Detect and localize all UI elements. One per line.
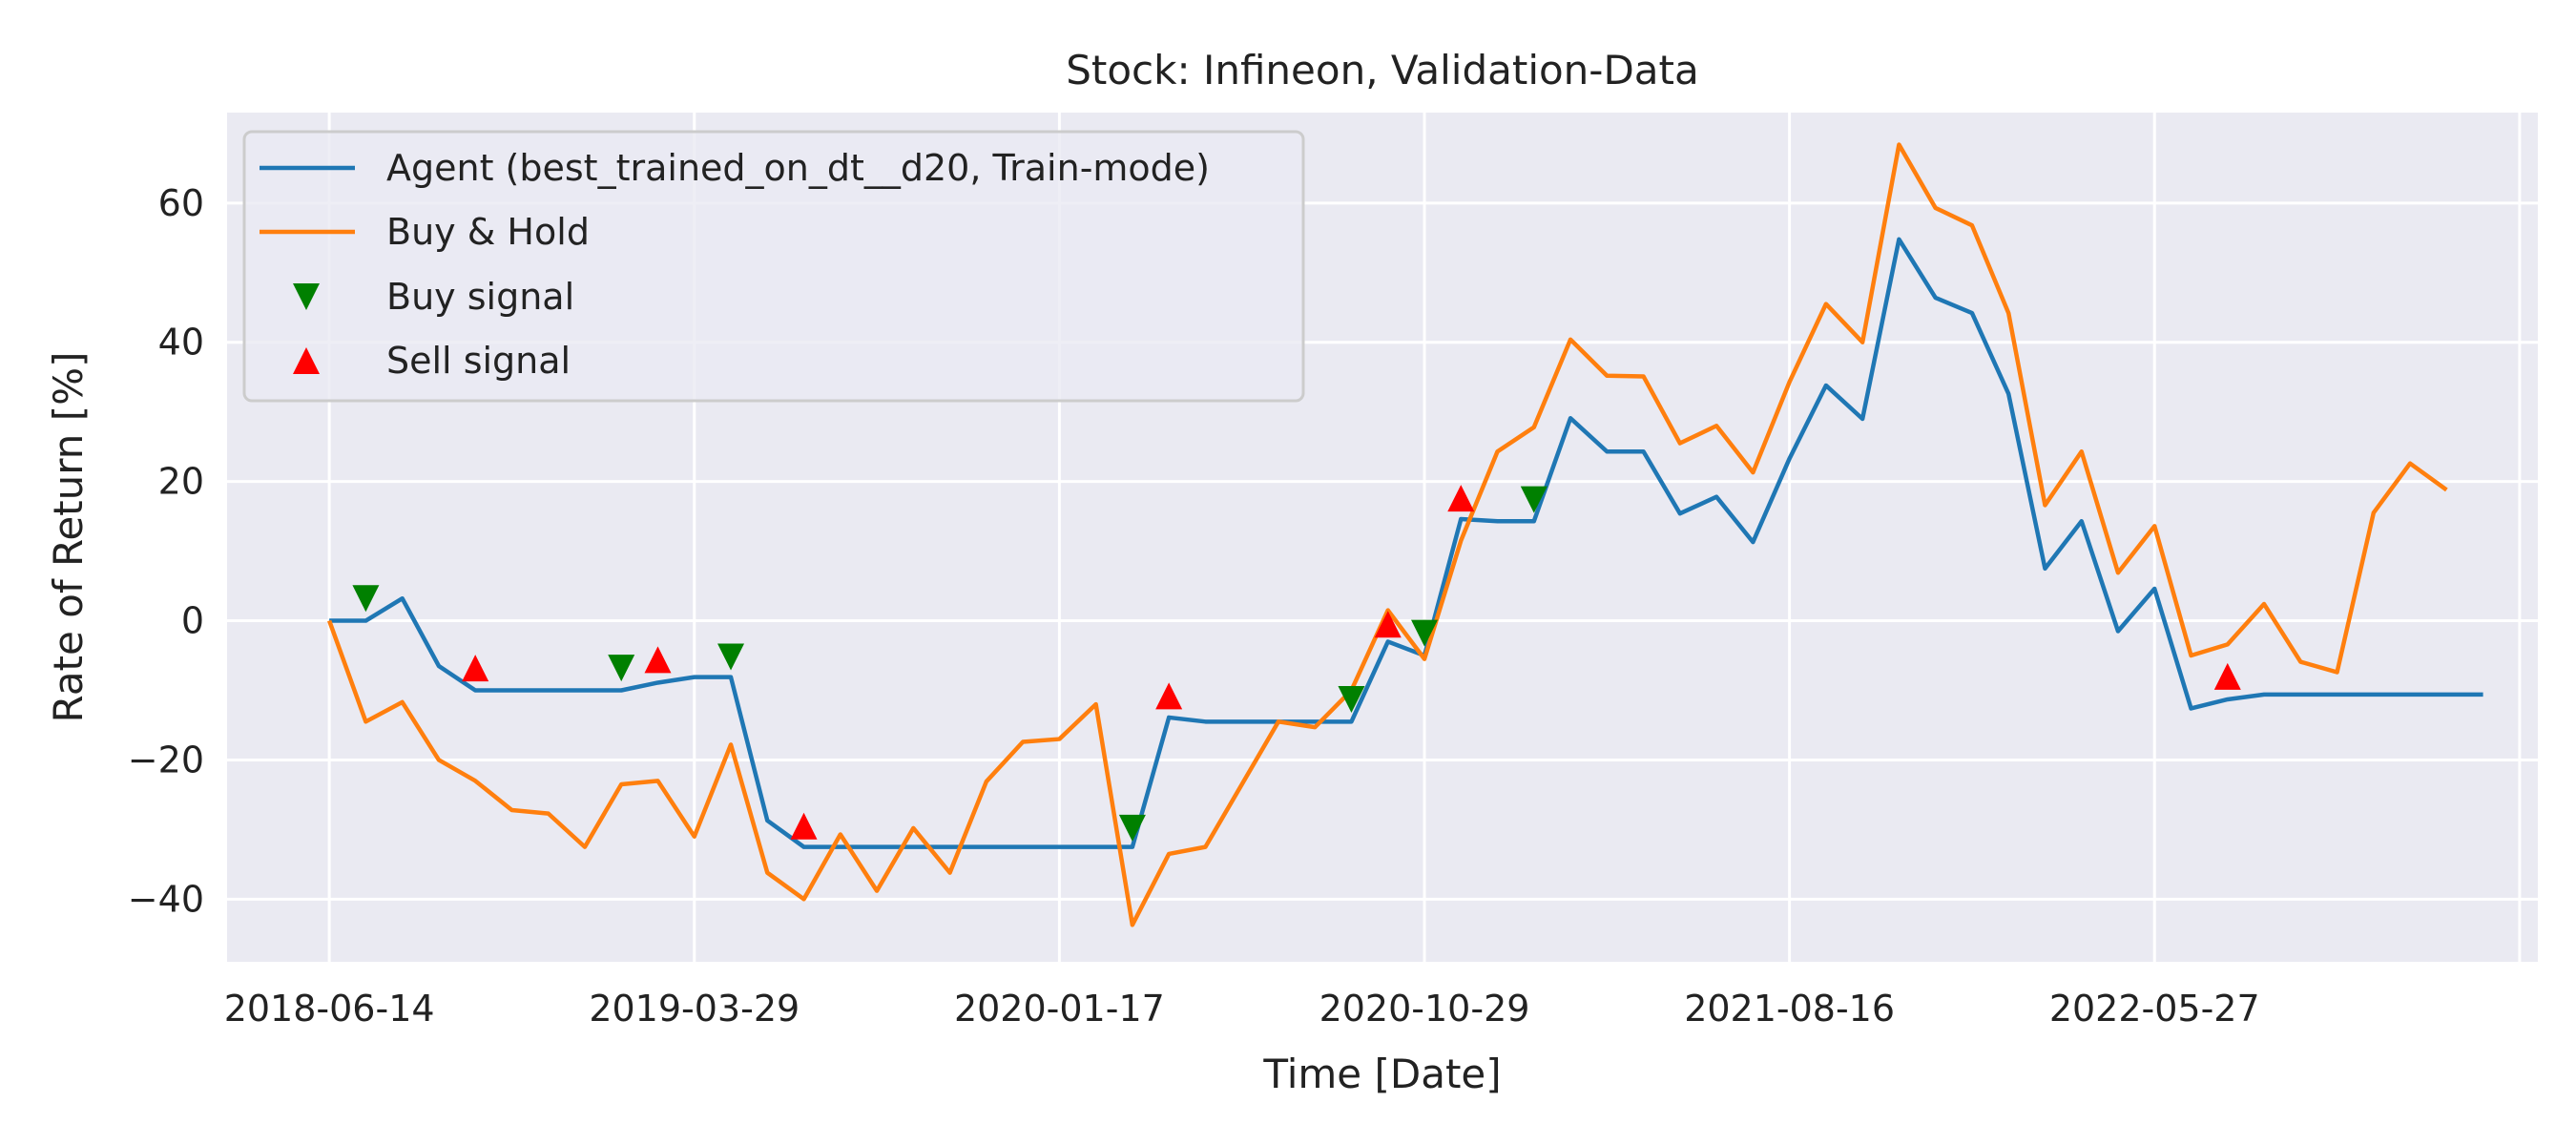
series-line-buyhold: [327, 142, 2448, 927]
x-tick-label-3: 2020-10-29: [1319, 988, 1530, 1030]
legend: Agent (best_trained_on_dt__d20, Train-mo…: [242, 130, 1305, 403]
y-tick-label-2: 0: [181, 600, 204, 642]
sell-signal-marker-0: [462, 655, 489, 682]
legend-buy-label: Buy signal: [386, 276, 574, 318]
sell-signal-marker-1: [644, 646, 672, 674]
x-tick-label-5: 2022-05-27: [2049, 988, 2260, 1030]
buy-signal-marker-0: [352, 585, 380, 613]
y-axis-label: Rate of Return [%]: [45, 352, 92, 723]
sell-signal-marker-2: [790, 812, 818, 840]
sell-signal-marker-6: [2213, 662, 2241, 690]
legend-sell-label: Sell signal: [386, 340, 571, 382]
series-layer: [327, 142, 2483, 927]
x-tick-label-1: 2019-03-29: [589, 988, 800, 1030]
chart-title: Stock: Infineon, Validation-Data: [1066, 47, 1699, 94]
y-tick-label-5: 60: [158, 182, 204, 224]
buy-signal-marker-2: [717, 643, 745, 671]
x-tick-label-0: 2018-06-14: [224, 988, 435, 1030]
tick-labels: −40 −20 0 20 40 60 2018-06-14 2019-03-29 2020-01…: [128, 182, 2260, 1030]
buy-signal-marker-5: [1411, 619, 1439, 647]
legend-box: [242, 130, 1305, 403]
series-line-agent: [329, 237, 2483, 849]
legend-agent-label: Agent (best_trained_on_dt__d20, Train-mo…: [386, 147, 1210, 189]
x-tick-label-2: 2020-01-17: [954, 988, 1165, 1030]
y-tick-label-3: 20: [158, 461, 204, 503]
legend-buyhold-label: Buy & Hold: [386, 211, 590, 253]
sell-signal-marker-5: [1447, 485, 1475, 512]
y-tick-label-0: −40: [128, 878, 204, 920]
x-tick-label-4: 2021-08-16: [1684, 988, 1895, 1030]
y-tick-label-1: −20: [128, 739, 204, 781]
sell-signal-marker-4: [1374, 611, 1402, 638]
legend-buy-marker: [293, 283, 320, 310]
sell-signal-marker-3: [1155, 682, 1183, 710]
buy-signal-marker-3: [1118, 814, 1146, 842]
legend-sell-marker: [293, 347, 320, 374]
buy-signal-marker-1: [608, 655, 635, 682]
signal-layer: [352, 485, 2241, 842]
y-tick-label-4: 40: [158, 322, 204, 364]
buy-signal-marker-4: [1338, 685, 1365, 713]
x-axis-label: Time [Date]: [1262, 1051, 1501, 1097]
buy-signal-marker-6: [1520, 486, 1548, 513]
